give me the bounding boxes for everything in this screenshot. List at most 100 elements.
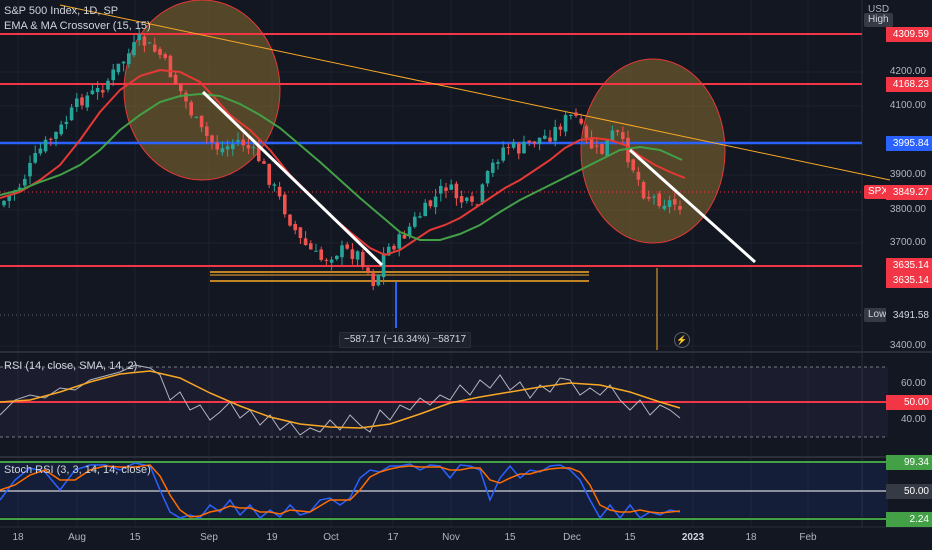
candle-body — [621, 132, 625, 140]
candle-body — [371, 273, 375, 286]
candle-body — [179, 83, 183, 92]
level-label-3635-b: 3635.14 — [886, 273, 932, 288]
candle-body — [605, 140, 609, 157]
candle-body — [33, 153, 37, 163]
time-tick: 18 — [12, 532, 24, 543]
candle-body — [17, 187, 22, 190]
down-arrow-1 — [201, 90, 384, 267]
time-tick: Oct — [323, 532, 339, 543]
candle-body — [116, 63, 121, 73]
rsi-title: RSI (14, close, SMA, 14, 2) — [4, 360, 138, 372]
candle-body — [75, 98, 79, 107]
candle-body — [309, 243, 313, 250]
candle-body — [147, 42, 152, 44]
level-label-4168: 4168.23 — [886, 77, 932, 92]
candle-body — [428, 200, 433, 207]
candle-body — [324, 259, 329, 261]
lightning-icon[interactable]: ⚡ — [674, 332, 690, 348]
candle-body — [59, 124, 63, 135]
time-tick: 15 — [504, 532, 516, 543]
time-tick: 15 — [129, 532, 141, 543]
ma-line — [0, 92, 683, 241]
candle-body — [636, 171, 641, 180]
candle-body — [532, 141, 537, 144]
candle-body — [194, 116, 199, 118]
candle-body — [127, 53, 131, 64]
candle-body — [496, 162, 500, 164]
candle-body — [397, 234, 401, 249]
candle-body — [340, 245, 344, 258]
candle-body — [7, 195, 11, 201]
candle-body — [667, 200, 672, 207]
candle-body — [366, 267, 370, 272]
candle-body — [272, 184, 277, 186]
candle-body — [641, 182, 646, 199]
time-tick: 17 — [387, 532, 399, 543]
candle-body — [199, 115, 204, 128]
candle-body — [449, 184, 453, 190]
down-arrow-2 — [628, 148, 757, 264]
candle-body — [251, 147, 256, 149]
candle-body — [132, 42, 136, 56]
candle-body — [69, 107, 74, 121]
candle-body — [54, 131, 58, 139]
candle-body — [381, 253, 386, 278]
candle-body — [121, 61, 126, 64]
high-tag: High — [864, 13, 893, 27]
candle-body — [501, 147, 505, 161]
time-tick: Aug — [68, 532, 86, 543]
price-tick: 3800.00 — [889, 204, 926, 215]
rsi-tick: 60.00 — [900, 378, 926, 389]
candle-body — [433, 196, 438, 208]
candle-body — [236, 140, 240, 142]
price-tick: 4100.00 — [889, 100, 926, 111]
candle-body — [418, 216, 422, 218]
candle-body — [407, 226, 412, 237]
candle-body — [189, 102, 193, 116]
rsi-ma-line — [0, 370, 681, 429]
candle-body — [480, 184, 485, 203]
candle-body — [314, 250, 318, 252]
price-tick: 4200.00 — [889, 66, 926, 77]
candle-body — [43, 139, 48, 152]
candle-body — [423, 202, 427, 217]
candle-body — [511, 142, 516, 148]
candle-body — [537, 137, 542, 144]
stoch-level-label-low: 2.24 — [886, 512, 932, 527]
candle-body — [142, 36, 147, 46]
candle-body — [168, 55, 173, 78]
candle-body — [225, 146, 230, 150]
candle-body — [28, 162, 32, 177]
candle-body — [647, 197, 651, 199]
candle-body — [303, 238, 308, 245]
time-tick: 15 — [624, 532, 636, 543]
price-tick: 3700.00 — [889, 237, 926, 248]
candle-body — [584, 126, 589, 138]
last-price-label: 3849.27 — [886, 185, 932, 200]
candle-body — [64, 121, 69, 124]
time-tick: 18 — [745, 532, 757, 543]
candle-body — [558, 126, 563, 130]
trendline — [59, 4, 891, 181]
time-tick: 19 — [266, 532, 278, 543]
candle-body — [210, 135, 214, 143]
low-tag: Low — [864, 308, 891, 322]
candle-body — [241, 139, 245, 146]
candle-body — [153, 44, 157, 52]
candle-body — [298, 227, 303, 239]
symbol-tag: SPX — [864, 185, 893, 199]
candle-body — [80, 97, 84, 106]
candle-body — [673, 199, 677, 205]
candle-body — [631, 159, 635, 171]
candle-body — [329, 259, 334, 263]
candle-body — [563, 115, 568, 132]
candle-body — [95, 87, 100, 93]
indicator-title: EMA & MA Crossover (15, 15) — [4, 20, 151, 32]
price-tick: 3400.00 — [889, 340, 926, 351]
candle-body — [470, 196, 474, 202]
level-label-4309: 4309.59 — [886, 27, 932, 42]
candle-body — [361, 251, 365, 268]
candle-body — [657, 193, 661, 207]
candle-body — [283, 194, 287, 215]
